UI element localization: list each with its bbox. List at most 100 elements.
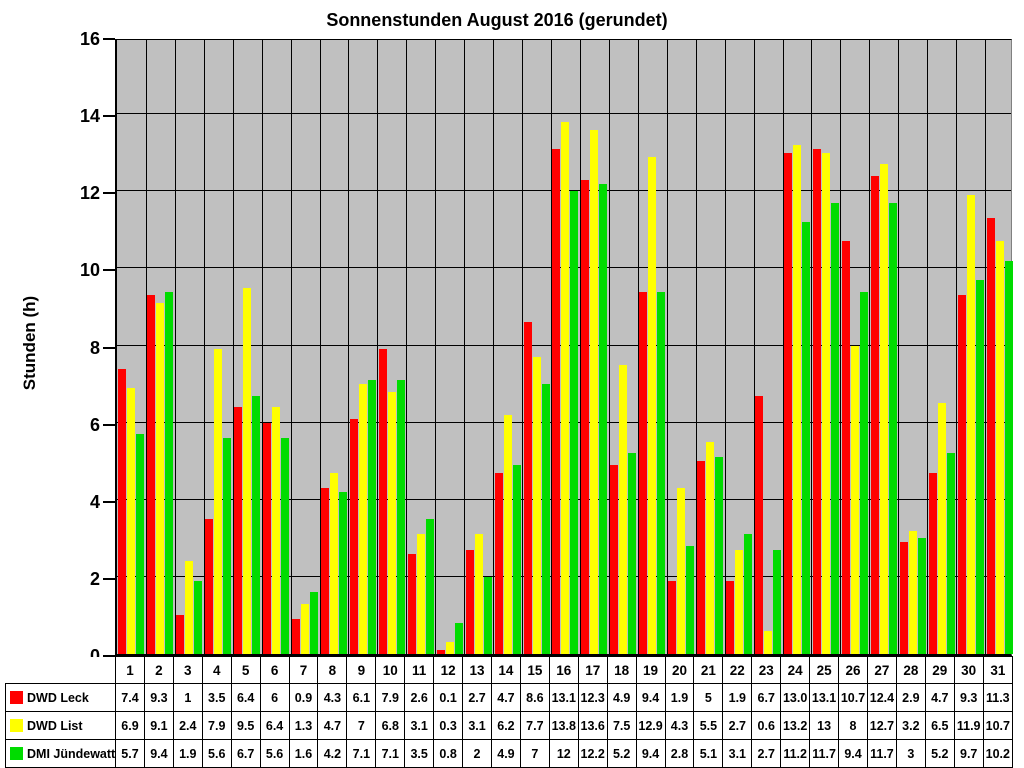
y-tick-mark (103, 269, 115, 272)
day-header-cell: 31 (982, 656, 1014, 684)
bar-group-day-2 (146, 40, 175, 654)
y-tick-label-10: 10 (79, 260, 100, 281)
day-header-cell: 14 (490, 656, 521, 684)
value-cell: 12.3 (577, 683, 608, 712)
gridline-vertical (811, 40, 813, 654)
table-row-dwd-list: DWD List 6.9 9.1 2.4 7.9 9.5 6.4 1.3 4.7 7 6.8 3.1 0… (5, 711, 1014, 740)
bar-group-day-17 (580, 40, 609, 654)
value-cell: 10.7 (982, 711, 1014, 740)
value-cell: 3.1 (404, 711, 435, 740)
value-cell: 9.1 (143, 711, 174, 740)
bar-dwd-leck-day-6 (263, 422, 272, 654)
bar-dwd-leck-day-4 (205, 519, 214, 654)
bar-dwd-list-day-12 (445, 642, 454, 654)
bar-group-day-23 (754, 40, 783, 654)
value-cell: 12.7 (866, 711, 897, 740)
bar-group-day-20 (667, 40, 696, 654)
gridline-vertical (174, 40, 176, 654)
legend-cell: DMI Jündewatt (5, 739, 116, 768)
y-tick-mark (103, 192, 115, 195)
bar-dmi-j-ndewatt-day-18 (628, 453, 637, 654)
bar-dwd-list-day-9 (358, 384, 367, 654)
legend-swatch-icon (10, 718, 23, 732)
bar-dmi-j-ndewatt-day-13 (483, 576, 492, 654)
value-cell: 1.9 (172, 739, 203, 768)
bar-dwd-leck-day-31 (986, 218, 995, 654)
bar-group-day-16 (551, 40, 580, 654)
value-cell: 7 (519, 739, 550, 768)
gridline-vertical (435, 40, 437, 654)
value-cell: 3.5 (404, 739, 435, 768)
y-tick-mark (103, 346, 115, 349)
bar-group-day-27 (869, 40, 898, 654)
value-cell: 5.7 (115, 739, 145, 768)
bar-dmi-j-ndewatt-day-21 (715, 457, 724, 654)
value-cell: 5.2 (606, 739, 637, 768)
bar-dwd-leck-day-11 (407, 553, 416, 654)
bar-group-day-19 (638, 40, 667, 654)
day-header-cell: 16 (548, 656, 579, 684)
y-tick-label-8: 8 (89, 337, 100, 358)
gridline-vertical (666, 40, 668, 654)
value-cell: 11.7 (866, 739, 897, 768)
bar-dmi-j-ndewatt-day-28 (917, 538, 926, 654)
value-cell: 1.9 (722, 683, 753, 712)
bar-dwd-list-day-6 (272, 407, 281, 654)
value-cell: 5.5 (693, 711, 724, 740)
value-cell: 5.1 (693, 739, 724, 768)
gridline-horizontal (117, 113, 1011, 115)
bar-group-day-7 (291, 40, 320, 654)
value-cell: 7.5 (606, 711, 637, 740)
bar-dwd-list-day-15 (532, 357, 541, 654)
bar-dwd-leck-day-12 (436, 650, 445, 654)
value-cell: 4.3 (664, 711, 695, 740)
value-cell: 8 (838, 711, 868, 740)
legend-series-name: DWD List (27, 718, 83, 733)
y-tick-mark (103, 115, 115, 118)
value-cell: 2.4 (172, 711, 203, 740)
value-cell: 13.8 (548, 711, 579, 740)
bar-group-day-10 (377, 40, 406, 654)
bar-dwd-list-day-31 (995, 241, 1004, 654)
table-body: 1 2 3 4 5 6 7 8 9 10 11 12 13 14 15 16 17 18 19 20 21 22 23 24 2… (5, 656, 1014, 768)
value-cell: 6.8 (375, 711, 406, 740)
value-cell: 11.2 (780, 739, 811, 768)
table-spacer-cell (5, 656, 116, 684)
bar-group-day-4 (204, 40, 233, 654)
value-cell: 11.9 (953, 711, 984, 740)
bar-dwd-leck-day-16 (552, 148, 561, 654)
value-cell: 6.5 (924, 711, 955, 740)
table-row-dmi-j-ndewatt: DMI Jündewatt 5.7 9.4 1.9 5.6 6.7 5.6 1.6 4.2 7.1… (5, 739, 1014, 768)
gridline-vertical (232, 40, 234, 654)
value-cell: 7.1 (346, 739, 377, 768)
y-tick-mark (103, 423, 115, 426)
bar-dwd-list-day-3 (185, 561, 194, 654)
value-cell: 9.3 (953, 683, 984, 712)
bar-group-day-11 (406, 40, 435, 654)
bar-dwd-list-day-5 (243, 287, 252, 654)
value-cell: 13.6 (577, 711, 608, 740)
legend-cell: DWD List (5, 711, 116, 740)
bar-dwd-leck-day-30 (957, 295, 966, 654)
value-cell: 6.4 (230, 683, 261, 712)
bar-dmi-j-ndewatt-day-1 (136, 434, 145, 654)
gridline-vertical (840, 40, 842, 654)
chart-title: Sonnenstunden August 2016 (gerundet) (326, 10, 668, 30)
value-cell: 13.0 (780, 683, 811, 712)
value-cell: 4.3 (317, 683, 348, 712)
day-header-cell: 21 (693, 656, 724, 684)
value-cell: 5.6 (259, 739, 290, 768)
bar-group-day-31 (985, 40, 1014, 654)
gridline-vertical (608, 40, 610, 654)
gridline-vertical (782, 40, 784, 654)
bar-dmi-j-ndewatt-day-4 (223, 438, 232, 654)
bar-dwd-list-day-16 (561, 121, 570, 654)
day-header-cell: 29 (924, 656, 955, 684)
bar-group-day-21 (696, 40, 725, 654)
y-tick-mark (103, 655, 115, 657)
gridline-vertical (695, 40, 697, 654)
bar-dmi-j-ndewatt-day-15 (541, 384, 550, 654)
value-cell: 9.4 (143, 739, 174, 768)
bar-group-day-12 (435, 40, 464, 654)
bar-group-day-13 (464, 40, 493, 654)
